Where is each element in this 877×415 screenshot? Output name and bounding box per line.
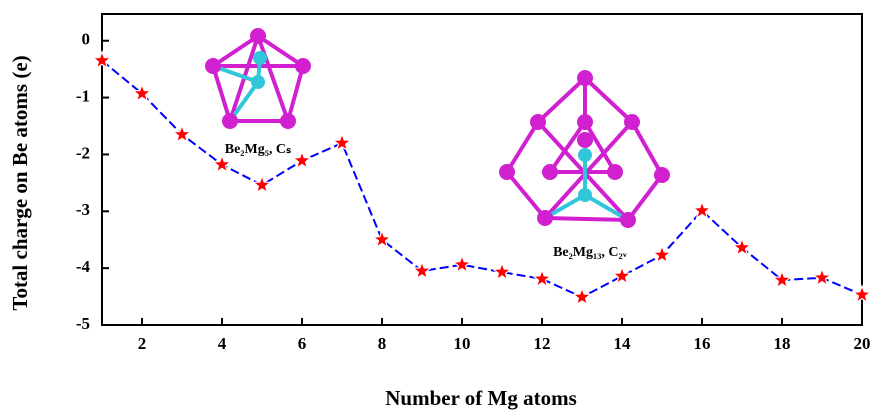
x-tick-label: 16: [694, 334, 711, 353]
x-tick-label: 20: [854, 334, 871, 353]
y-axis-title: Total charge on Be atoms (e): [8, 55, 32, 310]
x-axis-title: Number of Mg atoms: [385, 386, 577, 410]
star-marker: [333, 134, 350, 150]
star-marker: [213, 156, 230, 172]
x-tick-label: 12: [534, 334, 551, 353]
series-line: [102, 61, 862, 298]
star-marker: [493, 263, 510, 279]
x-tick-label: 2: [138, 334, 147, 353]
annotation: Be₂Mg₁₃, C₂ᵥ: [553, 245, 628, 260]
chart: Be₂Mg₅, Cₛ Be₂Mg₁₃, C₂ᵥ Number of Mg ato…: [0, 0, 877, 415]
star-marker: [613, 267, 630, 283]
molecule-be2mg5: [205, 28, 311, 129]
x-tick-label: 10: [454, 334, 471, 353]
star-marker: [773, 271, 790, 287]
star-marker: [413, 262, 430, 278]
star-marker: [173, 126, 190, 142]
x-tick-label: 14: [614, 334, 632, 353]
y-tick-label: -4: [76, 257, 91, 276]
y-tick-label: -2: [76, 143, 90, 162]
star-marker: [293, 152, 310, 168]
star-marker: [453, 256, 470, 272]
x-tick-label: 8: [378, 334, 387, 353]
y-tick-label: -1: [76, 86, 90, 105]
y-tick-label: -3: [76, 200, 90, 219]
annotation: Be₂Mg₅, Cₛ: [225, 142, 292, 157]
star-marker: [813, 269, 830, 285]
star-marker: [533, 270, 550, 286]
x-tick-label: 4: [218, 334, 227, 353]
y-tick-label: 0: [82, 30, 91, 49]
molecule-be2mg13: [499, 70, 670, 228]
x-tick-label: 6: [298, 334, 307, 353]
y-tick-label: -5: [76, 314, 90, 333]
x-tick-label: 18: [774, 334, 791, 353]
star-marker: [253, 176, 270, 192]
star-marker: [573, 288, 590, 304]
